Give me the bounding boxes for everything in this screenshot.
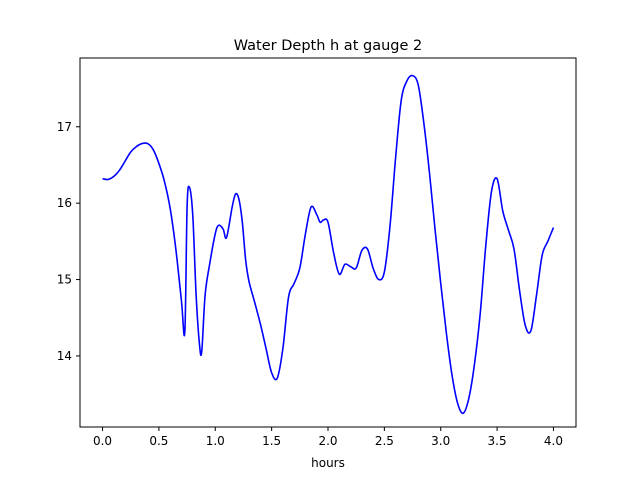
- x-tick-label: 1.0: [206, 434, 225, 448]
- x-tick-label: 2.0: [318, 434, 337, 448]
- x-axis-label: hours: [311, 456, 345, 470]
- y-tick-label: 16: [57, 196, 72, 210]
- x-tick-label: 3.0: [431, 434, 450, 448]
- x-tick-label: 2.5: [375, 434, 394, 448]
- x-tick-label: 0.5: [149, 434, 168, 448]
- plot-area: [80, 58, 576, 427]
- x-tick-label: 0.0: [93, 434, 112, 448]
- x-tick-label: 1.5: [262, 434, 281, 448]
- y-axis-ticks: 14 15 16 17: [57, 120, 80, 363]
- plot-frame: [79, 57, 577, 428]
- x-tick-label: 3.5: [488, 434, 507, 448]
- x-tick-label: 4.0: [544, 434, 563, 448]
- chart-title: Water Depth h at gauge 2: [234, 38, 422, 54]
- series-line: [102, 74, 555, 415]
- y-tick-label: 14: [57, 349, 72, 363]
- y-tick-label: 17: [57, 120, 72, 134]
- series-layer: [102, 74, 555, 415]
- x-axis-ticks: 0.0 0.5 1.0 1.5 2.0 2.5 3.0 3.5 4.0: [93, 427, 563, 448]
- y-tick-label: 15: [57, 273, 72, 287]
